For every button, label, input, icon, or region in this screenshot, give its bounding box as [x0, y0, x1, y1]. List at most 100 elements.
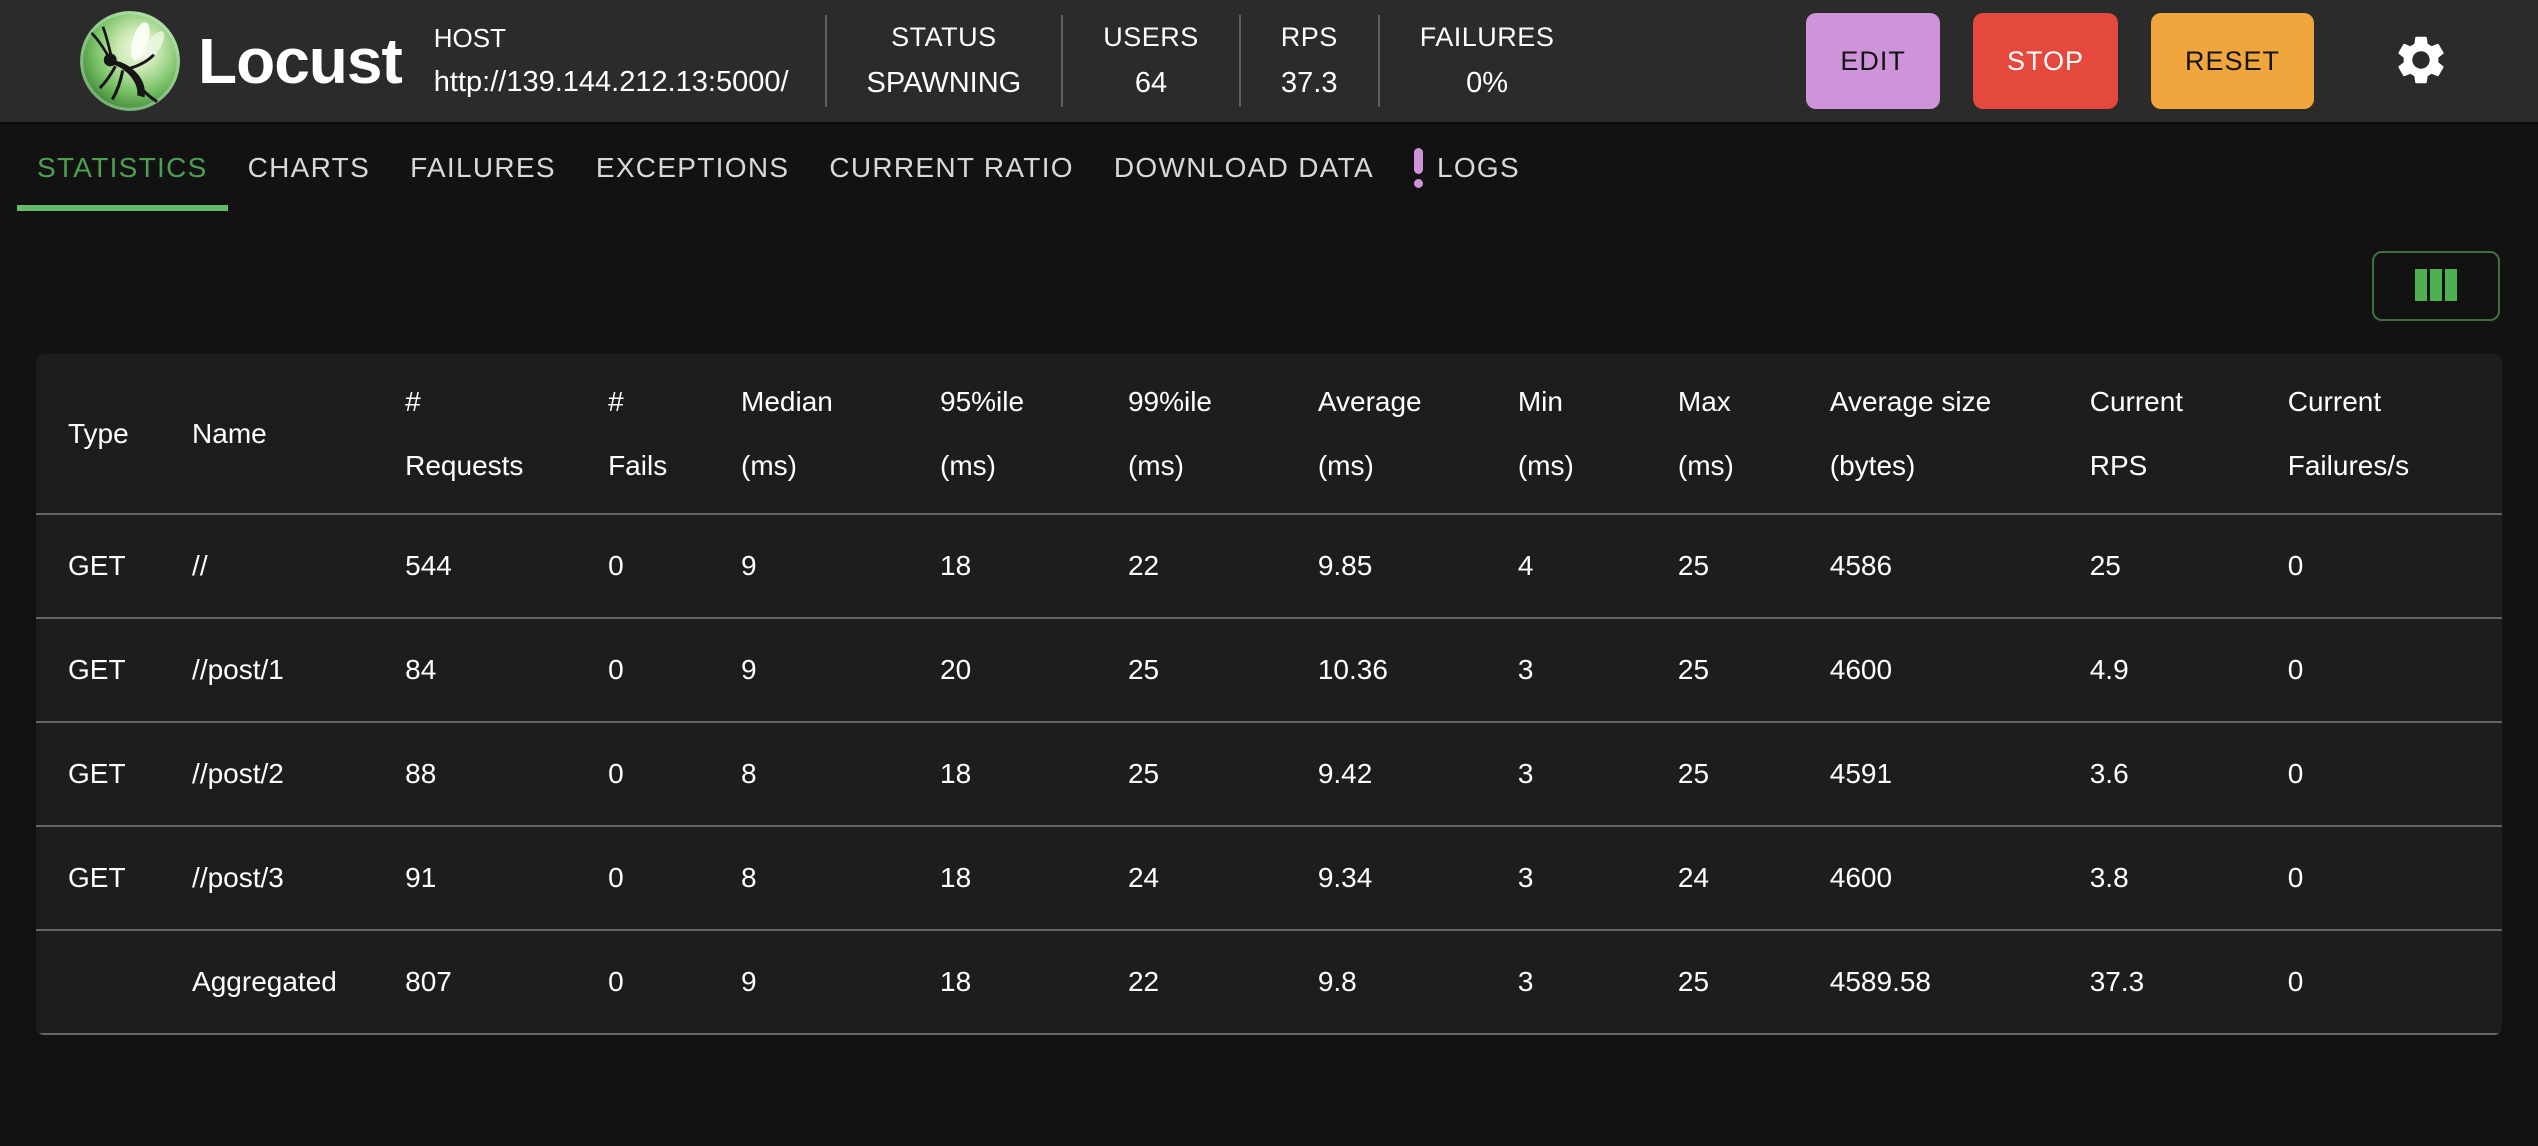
stats-cell: 22 [1095, 930, 1286, 1035]
stats-cell: 0 [576, 826, 709, 931]
stats-cell: 25 [1095, 618, 1286, 723]
column-header-max-ms[interactable]: Max (ms) [1645, 354, 1798, 515]
stats-cell: 10.36 [1285, 618, 1486, 723]
tab-label: CURRENT RATIO [829, 152, 1074, 183]
stat-label: RPS [1280, 22, 1338, 52]
stat-value: 64 [1134, 67, 1168, 99]
statistics-table: Type Name # Requests # Fails Median (ms) 95%i… [36, 354, 2502, 1035]
stats-cell: 807 [373, 930, 577, 1035]
stats-cell: 20 [908, 618, 1096, 723]
column-header-name[interactable]: Name [160, 354, 374, 515]
stats-cell: 25 [1645, 514, 1798, 619]
stats-cell: 9 [709, 618, 909, 723]
stats-cell: 3.6 [2057, 722, 2256, 827]
tab-current-ratio[interactable]: CURRENT RATIO [809, 125, 1094, 211]
stats-cell: 18 [908, 826, 1096, 931]
stat-failures: FAILURES 0% [1416, 22, 1559, 100]
stats-cell: GET [36, 722, 161, 827]
stats-cell: //post/1 [160, 618, 374, 723]
stats-cell: // [160, 514, 374, 619]
stats-row-post-2: GET//post/2 88 0 8 18 25 9.42 3 25 4591 3.6 0 [36, 722, 2502, 827]
tab-exceptions[interactable]: EXCEPTIONS [576, 125, 809, 211]
tab-failures[interactable]: FAILURES [390, 125, 576, 211]
app-header: Locust HOST http://139.144.212.13:5000/ … [0, 0, 2538, 125]
stats-cell: 0 [2255, 930, 2502, 1035]
app-title: Locust [198, 25, 403, 97]
stats-cell: 3 [1485, 618, 1646, 723]
header-divider [1377, 15, 1380, 107]
stats-table-header-row: Type Name # Requests # Fails Median (ms) 95%i… [36, 354, 2502, 515]
stats-row-post-3: GET//post/3 91 0 8 18 24 9.34 3 24 4600 3.8 0 [36, 826, 2502, 931]
stats-cell: 0 [576, 930, 709, 1035]
tab-logs[interactable]: LOGS [1394, 125, 1540, 211]
stat-value: 37.3 [1281, 67, 1338, 99]
stats-cell: 4.9 [2057, 618, 2256, 723]
column-header-requests[interactable]: # Requests [373, 354, 577, 515]
column-header-median-ms[interactable]: Median (ms) [709, 354, 909, 515]
stats-cell: 0 [576, 722, 709, 827]
tab-label: STATISTICS [37, 152, 208, 183]
column-header-99-ile-ms[interactable]: 99%ile (ms) [1095, 354, 1286, 515]
stats-cell: 0 [576, 514, 709, 619]
columns-icon [2415, 268, 2457, 304]
tab-charts[interactable]: CHARTS [228, 125, 390, 211]
settings-button[interactable] [2392, 31, 2450, 92]
stats-cell: 18 [908, 722, 1096, 827]
column-header-95-ile-ms[interactable]: 95%ile (ms) [908, 354, 1096, 515]
stats-row-post-1: GET//post/1 84 0 9 20 25 10.36 3 25 4600 4.9 0 [36, 618, 2502, 723]
column-header-fails[interactable]: # Fails [576, 354, 709, 515]
stat-value: 0% [1466, 67, 1509, 99]
stats-cell: 8 [709, 722, 909, 827]
stats-cell: GET [36, 514, 161, 619]
stats-cell: 25 [1645, 930, 1798, 1035]
column-header-current-failures-s[interactable]: Current Failures/s [2255, 354, 2502, 515]
stats-cell: 9.85 [1285, 514, 1486, 619]
stats-cell: 9.34 [1285, 826, 1486, 931]
statistics-table-container: Type Name # Requests # Fails Median (ms) 95%i… [36, 354, 2502, 1035]
stats-cell: 0 [2255, 514, 2502, 619]
tab-download-data[interactable]: DOWNLOAD DATA [1094, 125, 1394, 211]
stats-cell: 25 [1645, 722, 1798, 827]
reset-button[interactable]: RESET [2150, 13, 2314, 109]
tab-label: FAILURES [410, 152, 556, 183]
stats-cell: 25 [1095, 722, 1286, 827]
host-label: HOST [433, 23, 507, 53]
stats-row-blank: GET//544 0 9 18 22 9.85 4 25 4586 25 0 [36, 514, 2502, 619]
stats-cell: 8 [709, 826, 909, 931]
stats-cell: 4586 [1797, 514, 2058, 619]
edit-button[interactable]: EDIT [1806, 13, 1940, 109]
stats-cell: //post/3 [160, 826, 374, 931]
host-block: HOST http://139.144.212.13:5000/ [434, 23, 789, 99]
tab-bar: STATISTICS CHARTS FAILURES EXCEPTIONS CU… [0, 125, 2538, 211]
stat-status: STATUS SPAWNING [863, 22, 1026, 100]
stats-cell: 24 [1645, 826, 1798, 931]
stats-cell: 9.8 [1285, 930, 1486, 1035]
stats-cell: 0 [2255, 826, 2502, 931]
header-actions: EDIT STOP RESET [1773, 13, 2314, 109]
stats-cell: 24 [1095, 826, 1286, 931]
header-divider [1061, 15, 1064, 107]
column-header-average-ms[interactable]: Average (ms) [1285, 354, 1486, 515]
stats-cell: 4591 [1797, 722, 2058, 827]
host-value: http://139.144.212.13:5000/ [433, 66, 789, 98]
stop-button[interactable]: STOP [1972, 13, 2118, 109]
stats-cell: 544 [373, 514, 577, 619]
stats-cell: 3 [1485, 930, 1646, 1035]
stats-cell: 9 [709, 930, 909, 1035]
stats-cell: 9.42 [1285, 722, 1486, 827]
stats-cell: 0 [2255, 618, 2502, 723]
stats-cell: 91 [373, 826, 577, 931]
tab-statistics[interactable]: STATISTICS [17, 125, 228, 211]
column-header-type[interactable]: Type [36, 354, 161, 515]
stats-cell: GET [36, 618, 161, 723]
column-header-current-rps[interactable]: Current RPS [2057, 354, 2256, 515]
tab-label: DOWNLOAD DATA [1113, 152, 1374, 183]
home-link[interactable]: Locust [78, 9, 430, 113]
stats-cell: 18 [908, 514, 1096, 619]
stats-cell: 37.3 [2057, 930, 2256, 1035]
stats-cell: 3 [1485, 826, 1646, 931]
column-selector-button[interactable] [2372, 251, 2500, 321]
column-header-average-size-bytes[interactable]: Average size (bytes) [1797, 354, 2058, 515]
column-header-min-ms[interactable]: Min (ms) [1485, 354, 1646, 515]
